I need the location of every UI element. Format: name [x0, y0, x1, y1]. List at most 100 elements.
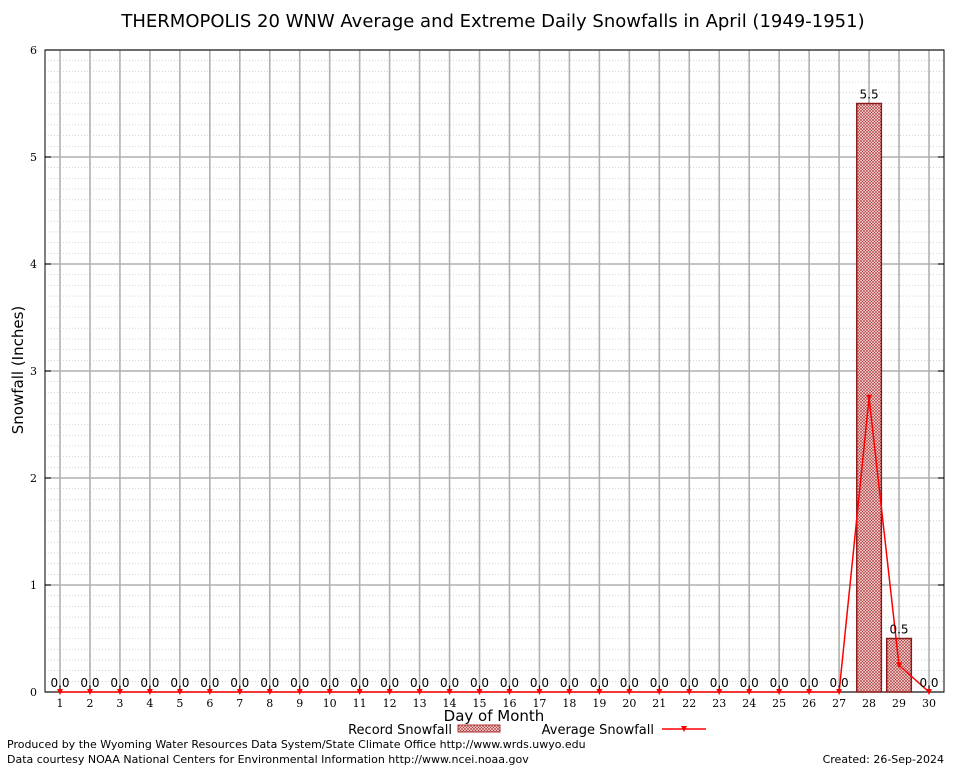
- x-tick-label: 30: [922, 697, 936, 710]
- legend-record-swatch: [457, 724, 501, 733]
- x-tick-label: 19: [592, 697, 606, 710]
- average-point: [416, 689, 423, 695]
- average-point: [296, 689, 303, 695]
- bar-value-label: 0.0: [710, 676, 729, 690]
- legend: Record Snowfall Average Snowfall: [348, 723, 706, 738]
- average-point: [536, 689, 543, 695]
- average-point: [776, 689, 783, 695]
- x-tick-label: 13: [413, 697, 427, 710]
- grid: [45, 49, 944, 693]
- chart-title: THERMOPOLIS 20 WNW Average and Extreme D…: [120, 11, 864, 32]
- created-date: Created: 26-Sep-2024: [822, 753, 944, 766]
- x-tick-label: 4: [146, 697, 153, 710]
- average-series-line: [60, 397, 930, 693]
- y-axis-label: Snowfall (Inches): [9, 306, 27, 434]
- bar-value-label: 0.0: [680, 676, 699, 690]
- average-point: [626, 689, 633, 695]
- average-point: [806, 689, 813, 695]
- average-point: [236, 689, 243, 695]
- average-point: [116, 689, 123, 695]
- bar-value-label: 0.0: [560, 676, 579, 690]
- bar-value-label: 0.0: [80, 676, 99, 690]
- bar-value-label: 0.0: [590, 676, 609, 690]
- average-point: [356, 689, 363, 695]
- y-tick-label: 2: [30, 472, 37, 485]
- record-bars: [856, 102, 913, 693]
- data-labels: 0.0 0.0 0.0 0.0 0.0 0.0 0.0 0.0 0.0 0.0 0.0 0.0 0.0 0…: [50, 88, 938, 691]
- average-point: [476, 689, 483, 695]
- average-point: [656, 689, 663, 695]
- bar-value-label: 0.0: [830, 676, 849, 690]
- average-line: [57, 394, 932, 695]
- x-tick-label: 26: [802, 697, 816, 710]
- bar-value-label: 0.0: [440, 676, 459, 690]
- bar-value-label: 0.0: [230, 676, 249, 690]
- average-point: [176, 689, 183, 695]
- average-point: [146, 689, 153, 695]
- bar-value-label: 0.0: [620, 676, 639, 690]
- x-tick-label: 18: [562, 697, 576, 710]
- y-tick-label: 3: [30, 365, 37, 378]
- legend-record-label: Record Snowfall: [348, 723, 452, 738]
- x-tick-label: 28: [862, 697, 876, 710]
- average-point: [716, 689, 723, 695]
- average-point: [896, 662, 903, 669]
- x-tick-label: 3: [116, 697, 123, 710]
- bar-value-label: 0.0: [320, 676, 339, 690]
- average-point: [206, 689, 213, 695]
- x-tick-label: 6: [206, 697, 213, 710]
- average-point: [566, 689, 573, 695]
- bar-value-label: 0.0: [470, 676, 489, 690]
- x-tick-label: 27: [832, 697, 846, 710]
- x-tick-label: 23: [712, 697, 726, 710]
- bar-value-label: 0.0: [770, 676, 789, 690]
- average-point: [836, 689, 843, 695]
- bar-value-label: 0.0: [110, 676, 129, 690]
- x-tick-label: 14: [443, 697, 457, 710]
- average-point: [926, 689, 932, 695]
- x-tick-label: 1: [57, 697, 64, 710]
- x-tick-label: 29: [892, 697, 906, 710]
- x-tick-label: 21: [652, 697, 666, 710]
- x-tick-label: 11: [353, 697, 367, 710]
- x-tick-label: 25: [772, 697, 786, 710]
- bar-value-label: 0.0: [380, 676, 399, 690]
- bar-value-label: 0.0: [200, 676, 219, 690]
- bar-value-label: 0.0: [919, 676, 938, 690]
- x-tick-label: 7: [236, 697, 243, 710]
- x-tick-label: 22: [682, 697, 696, 710]
- bar-value-label: 0.0: [530, 676, 549, 690]
- y-tick-label: 5: [30, 151, 37, 164]
- bar-value-label: 5.5: [860, 88, 879, 102]
- x-tick-label: 5: [176, 697, 183, 710]
- x-tick-label: 12: [383, 697, 397, 710]
- average-point: [57, 689, 63, 695]
- y-tick-label: 6: [30, 44, 37, 57]
- bar-value-label: 0.0: [500, 676, 519, 690]
- produced-by-credit: Produced by the Wyoming Water Resources …: [7, 738, 586, 751]
- y-tick-label: 0: [30, 686, 37, 699]
- average-point: [596, 689, 603, 695]
- bar-value-label: 0.0: [650, 676, 669, 690]
- x-tick-label: 8: [266, 697, 273, 710]
- bar-value-label: 0.0: [350, 676, 369, 690]
- y-tick-label: 4: [30, 258, 37, 271]
- x-tick-label: 20: [622, 697, 636, 710]
- data-courtesy-credit: Data courtesy NOAA National Centers for …: [7, 753, 529, 766]
- y-tick-label: 1: [30, 579, 37, 592]
- x-tick-label: 16: [502, 697, 516, 710]
- bar-value-label: 0.0: [410, 676, 429, 690]
- x-tick-label: 2: [86, 697, 93, 710]
- x-axis-label: Day of Month: [444, 707, 545, 725]
- legend-average-label: Average Snowfall: [542, 723, 654, 738]
- x-tick-label: 10: [323, 697, 337, 710]
- average-point: [86, 689, 93, 695]
- average-point: [506, 689, 513, 695]
- legend-average-marker: [681, 726, 687, 732]
- bar-value-label: 0.0: [800, 676, 819, 690]
- average-point: [326, 689, 333, 695]
- bar-value-label: 0.0: [290, 676, 309, 690]
- bar-value-label: 0.0: [170, 676, 189, 690]
- x-tick-label: 9: [296, 697, 303, 710]
